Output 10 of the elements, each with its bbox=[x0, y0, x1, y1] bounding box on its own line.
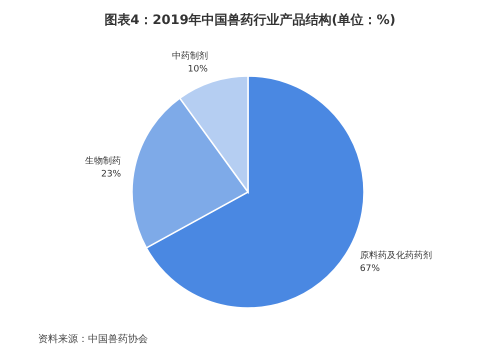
chart-title: 图表4：2019年中国兽药行业产品结构(单位：%) bbox=[104, 12, 396, 28]
data-label: 23% bbox=[101, 170, 122, 180]
text: 资料来源：中国兽药协会 bbox=[38, 333, 148, 345]
slice-label: 生物制药 bbox=[85, 156, 122, 167]
data-label: 10% bbox=[188, 64, 208, 74]
pie-slice bbox=[131, 97, 249, 249]
slice-label: 中药制剂 bbox=[172, 50, 208, 62]
pie-slice bbox=[179, 75, 249, 193]
data-label: 67% bbox=[360, 264, 380, 274]
slice-label: 原料药及化药药剂 bbox=[360, 250, 432, 262]
